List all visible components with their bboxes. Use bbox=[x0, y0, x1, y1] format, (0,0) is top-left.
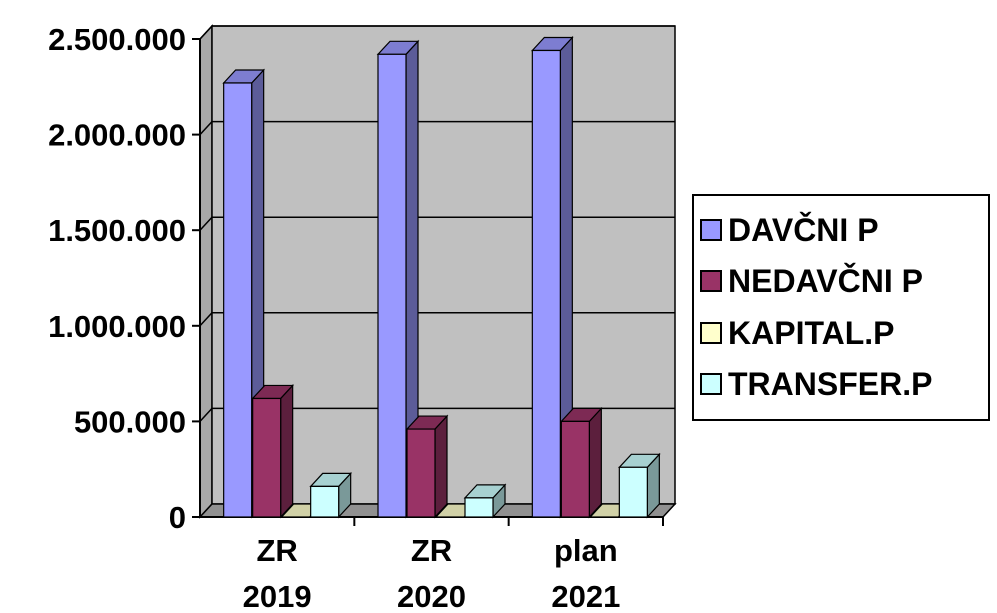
bar-front bbox=[531, 49, 561, 518]
bar bbox=[251, 383, 295, 519]
legend-item-davcni: DAVČNI P bbox=[700, 210, 879, 250]
side-wall bbox=[199, 24, 213, 519]
legend-swatch bbox=[700, 270, 722, 292]
bar-front bbox=[310, 485, 340, 518]
bar-front bbox=[223, 82, 253, 518]
x-tick-labels: ZR 2019 ZR 2020 plan 2021 bbox=[243, 533, 621, 613]
legend-swatch bbox=[700, 373, 722, 395]
bar-side bbox=[280, 383, 294, 519]
gridline bbox=[199, 120, 675, 136]
bar-front bbox=[618, 466, 648, 518]
x-tick-label: plan 2021 bbox=[551, 533, 620, 613]
y-tick-labels: 0 500.000 1.000.000 1.500.000 2.000.000 2.500… bbox=[48, 22, 186, 535]
y-tick-label: 1.000.000 bbox=[48, 309, 186, 344]
bar-side bbox=[434, 414, 448, 519]
bar-front bbox=[464, 497, 494, 518]
x-tick-label: ZR 2019 bbox=[243, 533, 312, 613]
gridline bbox=[199, 407, 675, 422]
legend-swatch bbox=[700, 322, 722, 344]
y-tick-label: 0 bbox=[169, 500, 186, 535]
bar-front bbox=[252, 397, 282, 518]
legend-label: DAVČNI P bbox=[728, 211, 879, 248]
bar-side bbox=[588, 406, 602, 519]
gridlines bbox=[192, 25, 675, 518]
y-tick-label: 500.000 bbox=[74, 404, 186, 439]
y-tick-label: 2.000.000 bbox=[48, 118, 186, 153]
bar bbox=[559, 406, 603, 519]
bar-front bbox=[377, 53, 407, 518]
legend-item-nedavcni: NEDAVČNI P bbox=[700, 261, 923, 301]
bar bbox=[463, 483, 507, 519]
legend-label: TRANSFER.P bbox=[728, 365, 933, 402]
bar-front bbox=[406, 428, 436, 518]
bars bbox=[222, 35, 661, 519]
y-tick-label: 1.500.000 bbox=[48, 213, 186, 248]
bar bbox=[405, 414, 449, 519]
legend-label: NEDAVČNI P bbox=[728, 262, 923, 299]
gridline bbox=[199, 216, 675, 231]
bar-front bbox=[560, 420, 590, 518]
legend-item-kapital: KAPITAL.P bbox=[700, 313, 895, 353]
bar bbox=[530, 35, 574, 519]
legend-item-transfer: TRANSFER.P bbox=[700, 364, 932, 404]
legend-swatch bbox=[700, 219, 722, 241]
gridline bbox=[199, 312, 675, 327]
bar bbox=[617, 452, 661, 519]
x-tick-label: ZR 2020 bbox=[397, 533, 466, 613]
gridline bbox=[199, 25, 675, 40]
bar bbox=[309, 471, 353, 519]
legend-label: KAPITAL.P bbox=[728, 314, 895, 351]
y-tick-label: 2.500.000 bbox=[48, 22, 186, 57]
legend: DAVČNI P NEDAVČNI P KAPITAL.P TRANSFER.P bbox=[692, 194, 990, 421]
